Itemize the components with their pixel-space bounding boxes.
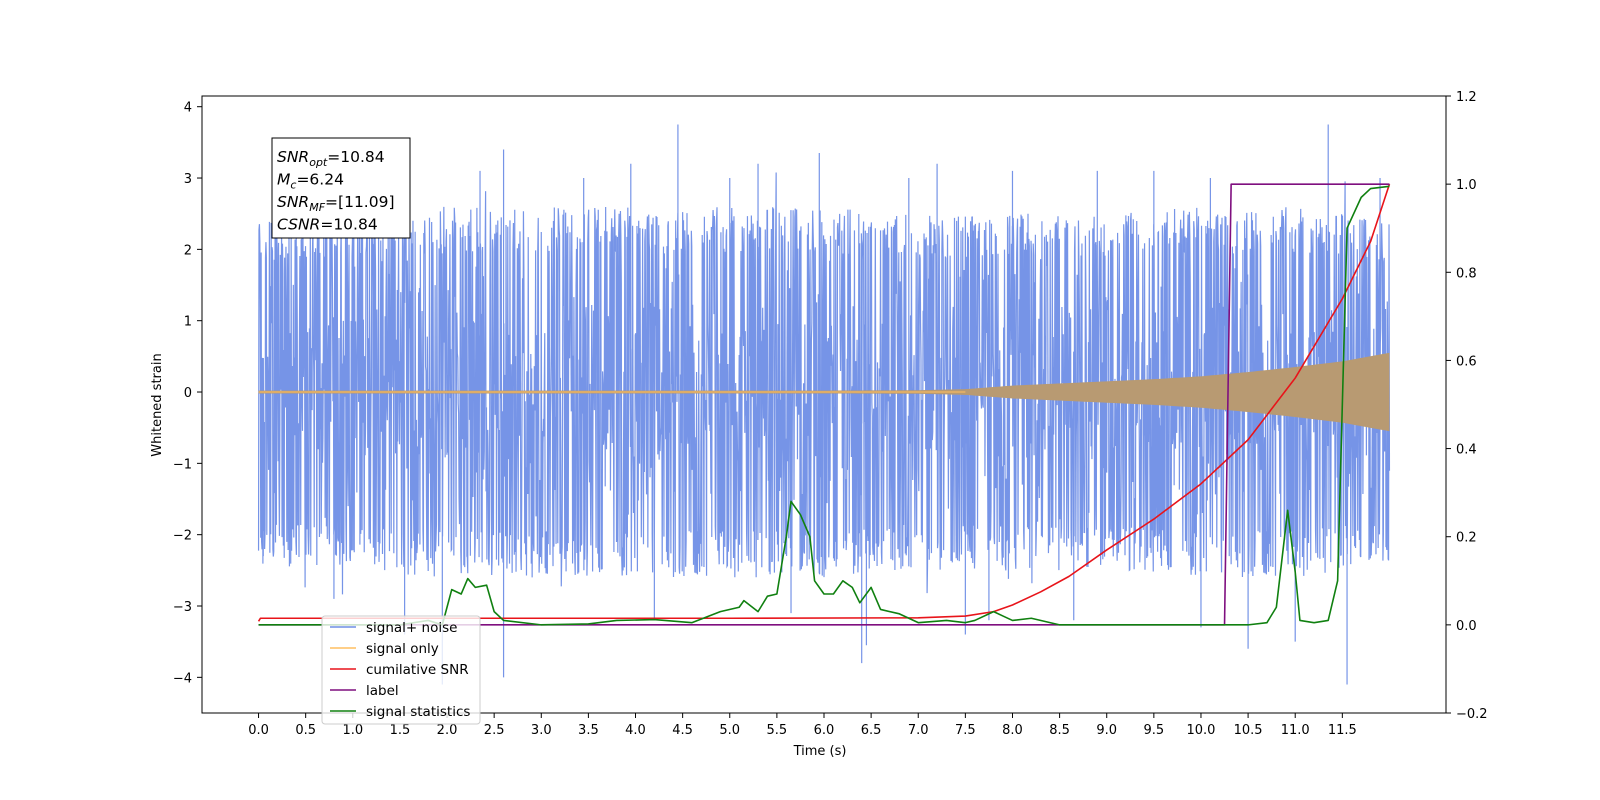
- y-right-tick-label: 0.4: [1456, 443, 1477, 458]
- legend-label: signal statistics: [366, 704, 470, 720]
- annotation-line: Mc=6.24: [277, 171, 344, 192]
- legend-entry: signal statistics: [330, 704, 470, 720]
- legend-label: label: [366, 683, 399, 699]
- y-left-tick-label: −4: [173, 671, 192, 686]
- legend-label: cumilative SNR: [366, 662, 469, 678]
- series-signal-only: [258, 352, 1390, 432]
- y-left-tick-label: −1: [173, 457, 192, 472]
- x-axis: 0.0 0.5 1.0 1.5 2.0 2.5 3.0 3.5 4.0 4.5 5.0 5.5 6.0 6…: [248, 713, 1357, 738]
- legend: signal+ noise signal only cumilative SNR la…: [321, 615, 481, 725]
- legend-label: signal only: [366, 641, 439, 657]
- x-tick-label: 0.0: [248, 723, 269, 738]
- x-tick-label: 2.5: [484, 723, 505, 738]
- y-left-tick-label: −3: [173, 600, 192, 615]
- x-tick-label: 1.5: [390, 723, 411, 738]
- x-tick-label: 11.0: [1281, 723, 1310, 738]
- x-tick-label: 10.0: [1186, 723, 1215, 738]
- y-axis-left: 4 3 2 1 0 −1 −2 −3 −4: [173, 101, 202, 686]
- x-tick-label: 7.0: [908, 723, 929, 738]
- x-tick-label: 10.5: [1234, 723, 1263, 738]
- y-left-tick-label: 3: [184, 172, 192, 187]
- legend-entry: signal only: [330, 641, 439, 657]
- legend-entry: signal+ noise: [330, 620, 457, 636]
- y-right-tick-label: 1.0: [1456, 178, 1477, 193]
- annotation-frame: [271, 137, 411, 239]
- annotation-line: SNRMF=[11.09]: [277, 193, 395, 214]
- x-axis-label: Time (s): [793, 744, 847, 759]
- x-tick-label: 4.5: [672, 723, 693, 738]
- x-tick-label: 2.0: [437, 723, 458, 738]
- x-tick-label: 0.5: [295, 723, 316, 738]
- legend-label: signal+ noise: [366, 620, 457, 636]
- x-tick-label: 7.5: [955, 723, 976, 738]
- x-tick-label: 8.5: [1049, 723, 1070, 738]
- series-signal-statistics: [258, 185, 1390, 626]
- y-right-tick-label: 0.8: [1456, 266, 1477, 281]
- y-axis-right: 1.2 1.0 0.8 0.6 0.4 0.2 0.0 −0.2: [1446, 90, 1488, 722]
- y-right-tick-label: 0.6: [1456, 354, 1477, 369]
- x-tick-label: 8.0: [1002, 723, 1023, 738]
- legend-entry: cumilative SNR: [330, 662, 469, 678]
- series-cumilative-snr: [257, 183, 1391, 622]
- x-tick-label: 9.0: [1096, 723, 1117, 738]
- annotation-line: CSNR=10.84: [277, 216, 378, 234]
- y-right-tick-label: 0.0: [1456, 619, 1477, 634]
- x-tick-label: 5.5: [767, 723, 788, 738]
- x-tick-label: 11.5: [1328, 723, 1357, 738]
- y-left-tick-label: 2: [184, 243, 192, 258]
- y-right-tick-label: −0.2: [1456, 707, 1488, 722]
- x-tick-label: 4.0: [625, 723, 646, 738]
- legend-frame: [321, 615, 481, 725]
- y-left-tick-label: 4: [184, 101, 192, 116]
- y-left-tick-label: −2: [173, 529, 192, 544]
- y-left-tick-label: 1: [184, 315, 192, 330]
- series-label: [258, 183, 1390, 626]
- x-tick-label: 6.0: [814, 723, 835, 738]
- x-tick-label: 1.0: [342, 723, 363, 738]
- x-tick-label: 3.5: [578, 723, 599, 738]
- x-tick-label: 9.5: [1144, 723, 1165, 738]
- plot-area: [257, 124, 1391, 685]
- y-right-tick-label: 1.2: [1456, 90, 1477, 105]
- x-tick-label: 3.0: [531, 723, 552, 738]
- x-tick-label: 6.5: [861, 723, 882, 738]
- y-right-tick-label: 0.2: [1456, 531, 1477, 546]
- annotation-line: SNRopt=10.84: [277, 148, 385, 169]
- x-tick-label: 5.0: [719, 723, 740, 738]
- legend-entry: label: [330, 683, 399, 699]
- y-axis-label: Whitened strain: [150, 353, 165, 456]
- y-left-tick-label: 0: [184, 386, 192, 401]
